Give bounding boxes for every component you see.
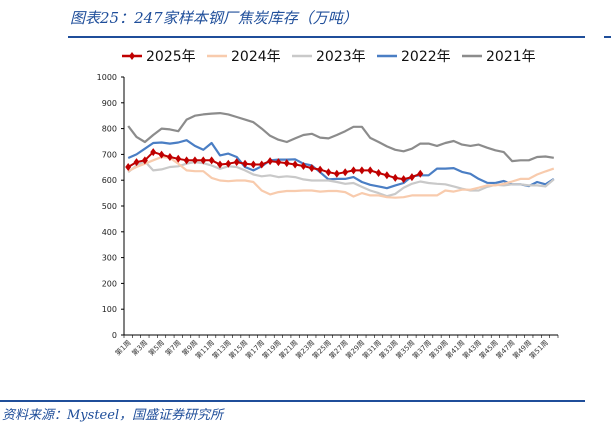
source-note: 资料来源：Mysteel，国盛证券研究所: [2, 408, 224, 423]
x-tick-label: 第5周: [147, 338, 166, 357]
title-rule-right: [604, 36, 611, 38]
data-point-2025: [308, 164, 315, 173]
legend-label: 2022年: [401, 49, 451, 65]
data-point-2025: [392, 173, 399, 182]
x-tick-label: 第3周: [130, 338, 149, 357]
data-point-2025: [325, 168, 332, 177]
y-tick-label: 600: [102, 176, 117, 185]
data-point-2025: [166, 152, 173, 161]
data-point-2025: [183, 156, 190, 165]
data-point-2025: [283, 159, 290, 168]
data-point-2025: [225, 159, 232, 168]
data-point-2025: [342, 168, 349, 177]
data-point-2025: [200, 156, 207, 165]
x-tick-label: 第7周: [163, 338, 182, 357]
legend-label: 2021年: [486, 49, 536, 65]
series-line-2022: [127, 139, 555, 190]
series-line-2021: [127, 111, 554, 163]
data-point-2025: [125, 163, 132, 172]
data-point-2025: [242, 159, 249, 168]
data-point-2025: [383, 171, 390, 180]
data-point-2025: [267, 157, 274, 166]
y-tick-label: 800: [102, 125, 117, 134]
data-point-2025: [175, 154, 182, 163]
data-point-2025: [158, 150, 165, 159]
y-tick-label: 400: [102, 228, 117, 237]
data-point-2025: [333, 169, 340, 178]
legend-label: 2024年: [231, 49, 281, 65]
data-point-2025: [375, 168, 382, 177]
data-point-2025: [367, 166, 374, 175]
y-tick-label: 900: [102, 99, 117, 108]
data-point-2025: [292, 160, 299, 169]
series-line-2023: [127, 160, 555, 198]
data-point-2025: [141, 156, 148, 165]
data-point-2025: [408, 173, 415, 182]
y-tick-label: 1000: [97, 73, 117, 82]
y-tick-label: 100: [102, 305, 117, 314]
data-point-2025: [258, 160, 265, 169]
x-tick-label: 第1周: [113, 338, 132, 357]
data-point-2025: [216, 160, 223, 169]
y-tick-label: 700: [102, 150, 117, 159]
data-point-2025: [400, 175, 407, 184]
data-point-2025: [417, 169, 424, 178]
y-tick-label: 200: [102, 279, 117, 288]
y-tick-label: 300: [102, 254, 117, 263]
data-point-2025: [317, 165, 324, 174]
data-point-2025: [250, 160, 257, 169]
data-point-2025: [275, 158, 282, 167]
data-point-2025: [191, 156, 198, 165]
data-point-2025: [133, 158, 140, 167]
data-point-2025: [233, 158, 240, 167]
legend-label: 2023年: [316, 49, 366, 65]
data-point-2025: [358, 166, 365, 175]
chart-title: 图表25：247家样本钢厂焦炭库存（万吨）: [70, 9, 358, 27]
data-point-2025: [350, 166, 357, 175]
legend-marker-icon: [129, 52, 135, 60]
y-tick-label: 0: [112, 331, 117, 340]
data-point-2025: [300, 162, 307, 171]
footer-rule: [0, 400, 585, 402]
data-point-2025: [208, 156, 215, 165]
series-line-2024: [127, 155, 555, 199]
data-point-2025: [150, 148, 157, 157]
legend-label: 2025年: [146, 49, 196, 65]
x-tick-label: 第51周: [527, 338, 550, 361]
title-rule: [68, 36, 585, 38]
y-tick-label: 500: [102, 202, 117, 211]
